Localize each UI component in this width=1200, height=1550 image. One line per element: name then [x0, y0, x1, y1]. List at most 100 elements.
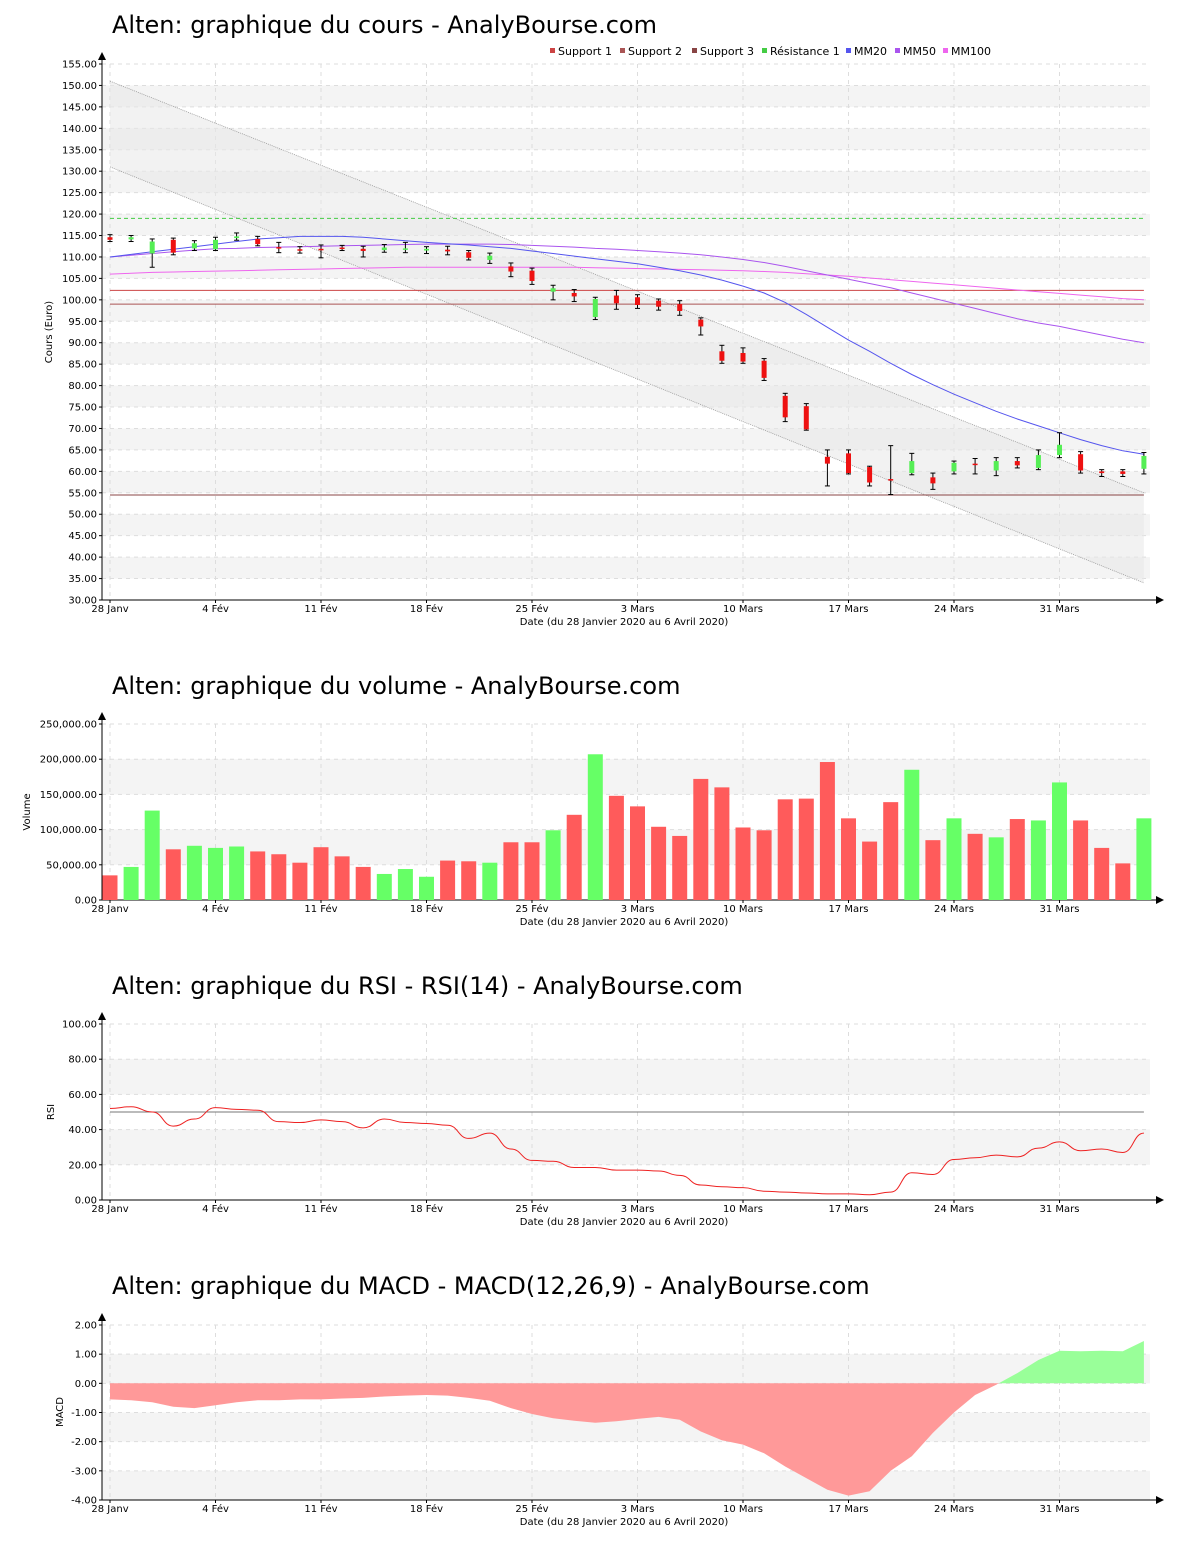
volume-xtick-label: 25 Fév: [515, 903, 548, 915]
macd-xtick-label: 18 Fév: [410, 1503, 443, 1515]
candle-body: [867, 467, 873, 483]
volume-xtick-label: 28 Janv: [91, 904, 128, 915]
price-ytick-label: 105.00: [62, 274, 97, 285]
rsi-band: [102, 1129, 1150, 1165]
price-ytick-label: 45.00: [68, 531, 97, 542]
volume-bar: [440, 860, 456, 900]
macd-ytick-label: 1.00: [75, 1350, 97, 1361]
candle-body: [930, 477, 936, 484]
volume-bar: [334, 856, 350, 900]
candle-body: [170, 239, 176, 253]
candle-body: [782, 395, 788, 418]
candle-body: [1014, 461, 1020, 466]
volume-xtick-label: 17 Mars: [829, 904, 869, 915]
macd-negative-area: [110, 1383, 999, 1496]
price-xtick-label: 28 Janv: [91, 604, 128, 615]
legend-swatch: [846, 48, 851, 53]
legend-label: Support 1: [558, 45, 612, 58]
volume-bar: [967, 833, 983, 900]
volume-bar: [587, 754, 603, 900]
price-ytick-label: 50.00: [68, 510, 97, 521]
candle-body: [846, 453, 851, 474]
candle-body: [1099, 471, 1105, 474]
candle-body: [402, 248, 408, 250]
volume-xaxis-label: Date (du 28 Janvier 2020 au 6 Avril 2020…: [520, 917, 729, 928]
price-ytick-label: 135.00: [62, 145, 97, 156]
volume-chart-title: Alten: graphique du volume - AnalyBourse…: [112, 672, 680, 700]
volume-y-arrow: [98, 712, 106, 720]
price-xtick-label: 31 Mars: [1040, 604, 1080, 615]
volume-bar: [714, 787, 730, 900]
rsi-band: [102, 1059, 1150, 1095]
rsi-x-arrow: [1156, 1196, 1164, 1204]
legend-swatch: [762, 48, 767, 53]
rsi-xtick-label: 18 Fév: [410, 1203, 443, 1215]
price-xtick-label: 3 Mars: [621, 604, 655, 615]
candle-body: [424, 248, 429, 251]
candle-body: [824, 456, 830, 464]
candle-body: [1141, 455, 1147, 469]
rsi-chart-title: Alten: graphique du RSI - RSI(14) - Anal…: [112, 972, 743, 1000]
price-x-arrow: [1156, 596, 1164, 604]
volume-bar: [313, 847, 329, 900]
price-ytick-label: 80.00: [68, 381, 97, 392]
candle-body: [487, 255, 493, 260]
candle-body: [149, 241, 155, 254]
candle-body: [951, 462, 957, 472]
rsi-line: [109, 1106, 1144, 1196]
volume-bar: [461, 861, 477, 900]
rsi-ytick-label: 100.00: [62, 1020, 97, 1031]
volume-bar: [165, 849, 181, 900]
mm50-line: [109, 243, 1144, 344]
price-xtick-label: 25 Fév: [515, 603, 548, 615]
volume-band: [102, 759, 1150, 795]
legend-swatch: [692, 48, 697, 53]
candle-body: [529, 270, 535, 281]
volume-bar: [397, 869, 413, 900]
volume-bar: [904, 769, 920, 900]
volume-bar: [1073, 820, 1089, 900]
volume-bar: [1136, 818, 1152, 900]
candle-body: [909, 461, 915, 474]
candle-body: [360, 248, 366, 251]
volume-bar: [1030, 820, 1046, 900]
price-ytick-label: 150.00: [62, 81, 97, 92]
macd-xtick-label: 4 Fév: [202, 1503, 229, 1515]
macd-yaxis-label: MACD: [55, 1397, 66, 1427]
macd-ytick-label: -4.00: [71, 1496, 97, 1507]
volume-bar: [123, 866, 139, 900]
macd-x-arrow: [1156, 1496, 1164, 1504]
price-band: [102, 514, 1150, 536]
macd-xtick-label: 17 Mars: [829, 1504, 869, 1515]
volume-bar: [566, 814, 582, 900]
macd-positive-area: [998, 1341, 1144, 1384]
candle-body: [698, 319, 704, 327]
rsi-ytick-label: 80.00: [68, 1055, 97, 1066]
volume-bar: [841, 818, 856, 900]
volume-bar: [250, 851, 266, 900]
trend-lower-line: [109, 166, 1145, 584]
candle-body: [191, 243, 197, 249]
candle-body: [1035, 455, 1041, 468]
price-chart-title: Alten: graphique du cours - AnalyBourse.…: [112, 11, 657, 39]
price-ytick-label: 120.00: [62, 210, 97, 221]
macd-xtick-label: 31 Mars: [1040, 1504, 1080, 1515]
mm20-line: [109, 235, 1144, 455]
candle-body: [297, 249, 303, 251]
legend-swatch: [550, 48, 555, 53]
macd-xtick-label: 28 Janv: [91, 1504, 128, 1515]
volume-bar: [608, 795, 624, 900]
price-xtick-label: 11 Fév: [304, 603, 337, 615]
volume-bar: [419, 876, 434, 900]
price-y-arrow: [98, 52, 106, 60]
volume-xtick-label: 3 Mars: [621, 904, 655, 915]
price-ytick-label: 75.00: [68, 403, 97, 414]
candle-body: [550, 288, 556, 292]
volume-bar: [271, 854, 287, 900]
volume-yaxis-label: Volume: [22, 793, 33, 830]
volume-bar: [988, 837, 1004, 900]
price-ytick-label: 140.00: [62, 124, 97, 135]
rsi-xtick-label: 28 Janv: [91, 1204, 128, 1215]
volume-bar: [756, 830, 772, 900]
macd-chart-title: Alten: graphique du MACD - MACD(12,26,9)…: [112, 1272, 870, 1300]
